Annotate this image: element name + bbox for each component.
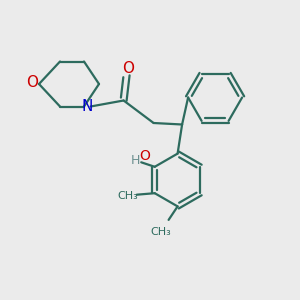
Text: H: H [130,154,140,167]
Text: O: O [122,61,134,76]
Text: N: N [82,99,93,114]
Text: O: O [140,149,151,163]
Text: O: O [26,75,38,90]
Text: CH₃: CH₃ [151,227,172,237]
Text: CH₃: CH₃ [117,191,138,201]
